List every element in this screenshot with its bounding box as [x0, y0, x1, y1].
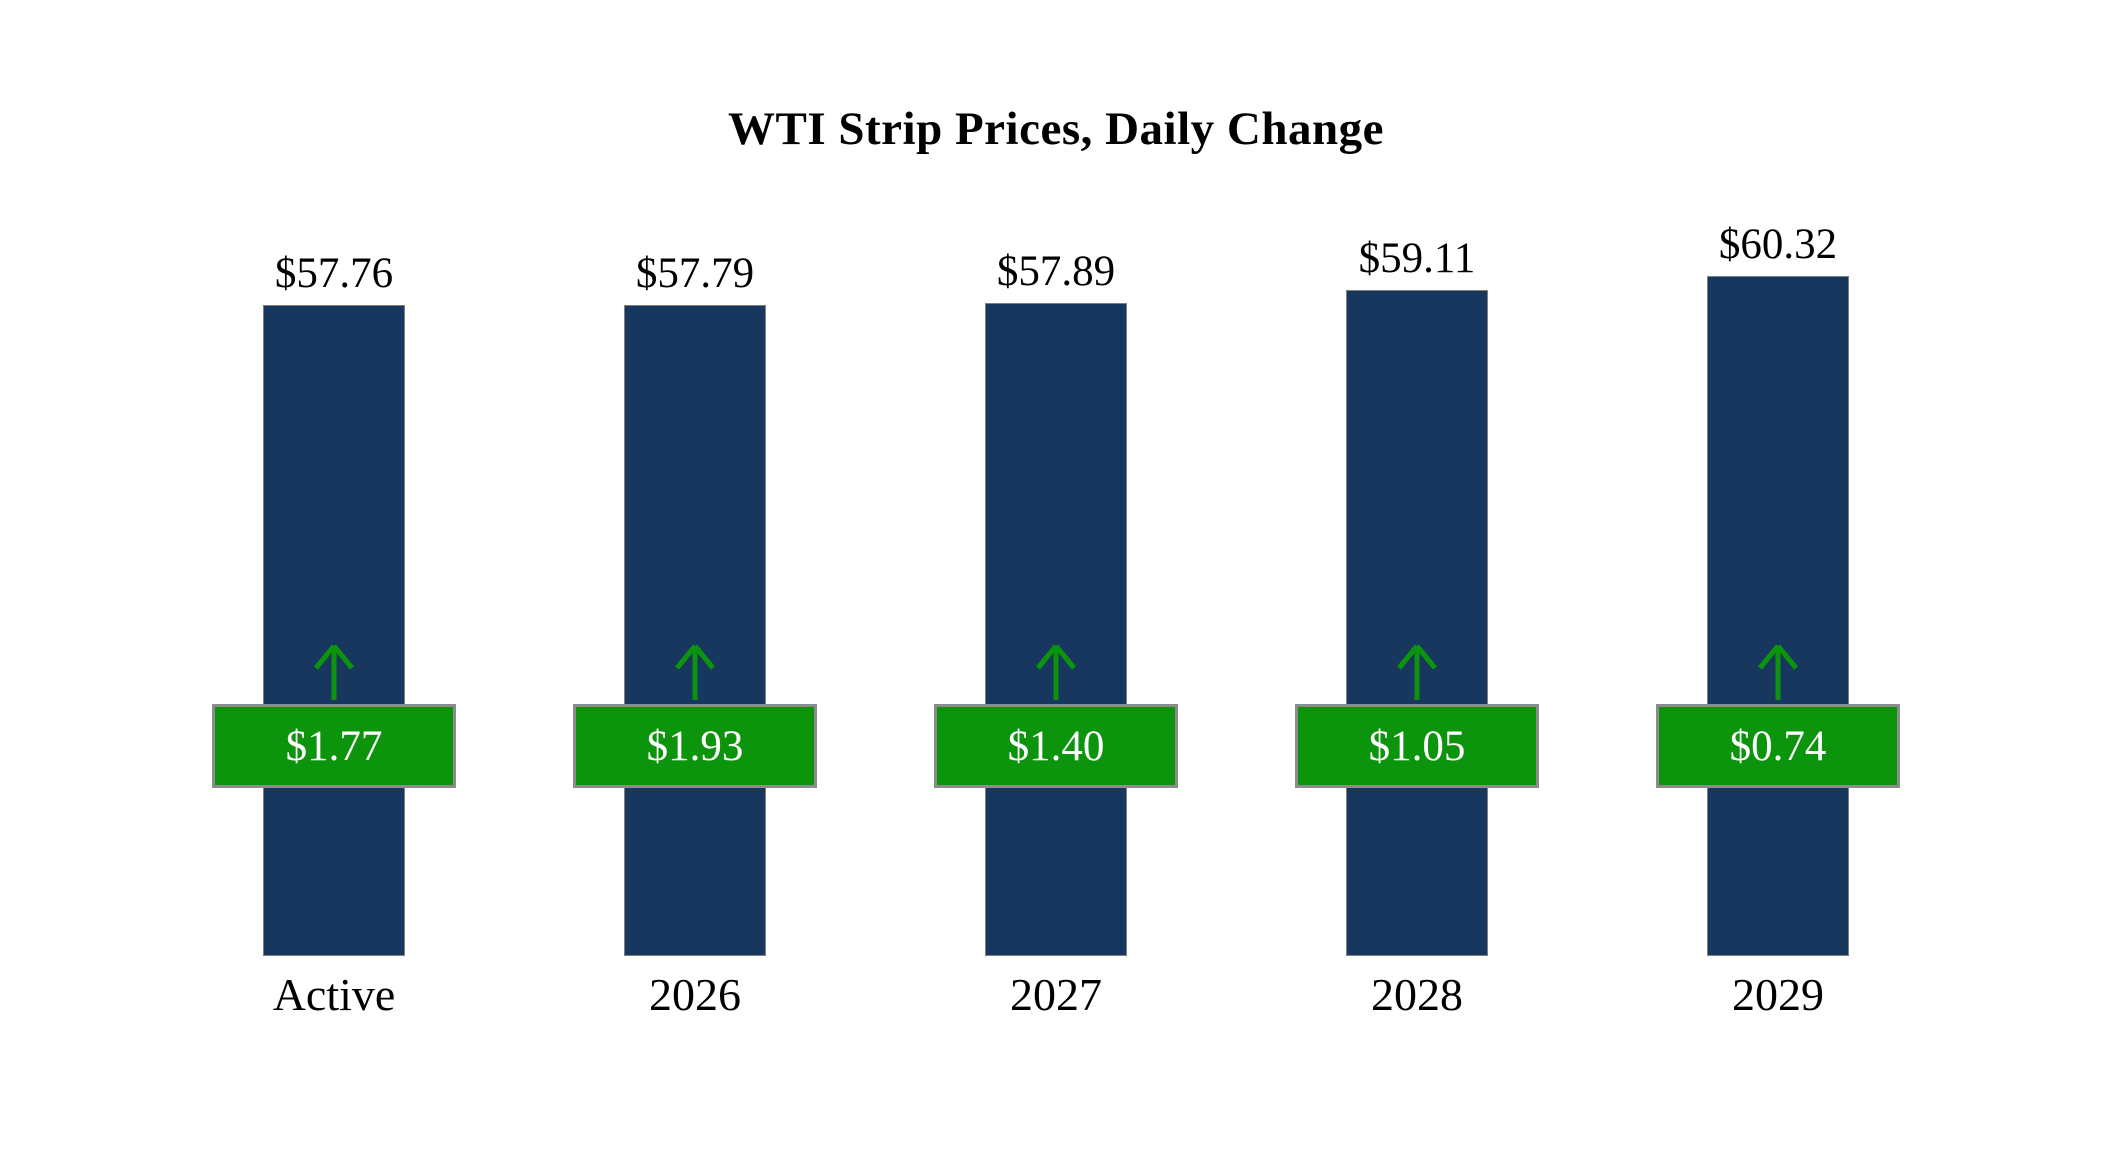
change-badge: $1.40	[934, 704, 1178, 788]
change-badge-label: $1.93	[646, 722, 744, 770]
price-label: $59.11	[1358, 235, 1476, 282]
change-badge-label: $1.05	[1368, 722, 1466, 770]
change-badge-label: $1.40	[1007, 722, 1105, 770]
category-label: 2029	[1732, 969, 1824, 1020]
change-badge-label: $0.74	[1729, 722, 1827, 770]
price-label: $57.79	[635, 250, 755, 297]
strip-price-bar	[985, 303, 1127, 956]
bar-column: $60.32 $0.74 2029	[1600, 208, 1956, 1018]
bar-column: $57.76 $1.77 Active	[156, 208, 512, 1018]
up-arrow-icon	[1032, 640, 1080, 702]
up-arrow-icon	[671, 640, 719, 702]
bar-column: $59.11 $1.05 2028	[1239, 208, 1595, 1018]
up-arrow-icon	[1754, 640, 1802, 702]
change-badge: $1.93	[573, 704, 817, 788]
up-arrow-icon	[310, 640, 358, 702]
change-badge: $1.05	[1295, 704, 1539, 788]
category-label: 2027	[1010, 969, 1102, 1020]
price-label: $57.89	[996, 248, 1116, 295]
change-badge: $0.74	[1656, 704, 1900, 788]
chart-area: $57.76 $1.77 Active $57.79	[156, 208, 1956, 1018]
up-arrow-icon	[1393, 640, 1441, 702]
bar-column: $57.89 $1.40 2027	[878, 208, 1234, 1018]
category-label: 2026	[649, 969, 741, 1020]
category-label: 2028	[1371, 969, 1463, 1020]
change-badge-label: $1.77	[285, 722, 383, 770]
strip-price-bar	[263, 305, 405, 956]
chart-title: WTI Strip Prices, Daily Change	[727, 103, 1385, 155]
bar-column: $57.79 $1.93 2026	[517, 208, 873, 1018]
strip-price-bar	[624, 305, 766, 956]
price-label: $60.32	[1718, 221, 1838, 268]
category-label: Active	[272, 969, 396, 1020]
change-badge: $1.77	[212, 704, 456, 788]
price-label: $57.76	[274, 250, 394, 297]
strip-price-bar	[1346, 290, 1488, 956]
strip-price-bar	[1707, 276, 1849, 956]
